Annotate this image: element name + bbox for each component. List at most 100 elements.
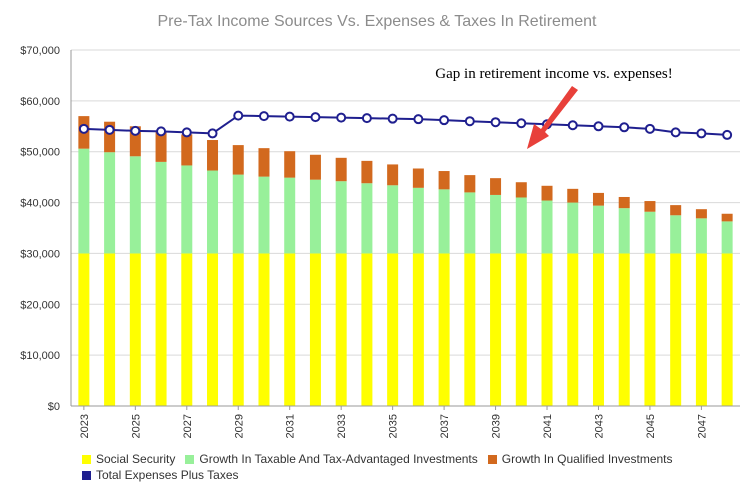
bar-social-security (387, 253, 399, 406)
legend-item-qualified-growth[interactable]: Growth In Qualified Investments (487, 452, 673, 466)
expense-point (104, 124, 115, 135)
expense-point (258, 111, 269, 122)
expense-point (78, 123, 89, 134)
legend-item-social-security[interactable]: Social Security (82, 452, 175, 466)
bar-social-security (490, 253, 502, 406)
y-tick-label: $10,000 (20, 350, 60, 362)
bar-qualified-growth (181, 134, 193, 166)
x-tick-label: 2047 (696, 414, 708, 438)
expense-point (464, 116, 475, 127)
legend-label: Growth In Qualified Investments (501, 452, 673, 466)
bar-qualified-growth (721, 213, 733, 222)
y-tick-label: $30,000 (20, 248, 60, 260)
x-tick-label: 2043 (593, 414, 605, 438)
annotation: Gap in retirement income vs. expenses! (435, 66, 673, 149)
legend-item-taxable-growth[interactable]: Growth In Taxable And Tax-Advantaged Inv… (185, 452, 478, 466)
bar-social-security (104, 253, 116, 406)
expense-point (284, 111, 295, 122)
expense-point (593, 121, 604, 132)
y-tick-label: $70,000 (20, 45, 60, 57)
x-tick-label: 2033 (336, 414, 348, 438)
legend: Social Security Growth In Taxable And Ta… (70, 451, 740, 483)
bar-taxable-growth (644, 211, 656, 254)
bar-taxable-growth (670, 215, 682, 254)
bar-taxable-growth (258, 176, 270, 254)
bar-qualified-growth (335, 157, 347, 182)
bar-social-security (232, 253, 244, 406)
bar-social-security (515, 253, 527, 406)
x-tick-label: 2025 (130, 414, 142, 438)
bar-social-security (361, 253, 373, 406)
bar-qualified-growth (309, 154, 321, 180)
bar-taxable-growth (592, 205, 604, 254)
bar-qualified-growth (490, 178, 502, 195)
bar-social-security (207, 253, 219, 406)
chart-title: Pre-Tax Income Sources Vs. Expenses & Ta… (157, 13, 597, 30)
y-tick-label: $60,000 (20, 96, 60, 108)
bar-qualified-growth (695, 209, 707, 219)
bar-qualified-growth (592, 192, 604, 206)
bar-taxable-growth (695, 218, 707, 254)
bar-taxable-growth (232, 174, 244, 254)
bar-taxable-growth (78, 148, 90, 254)
expense-point (644, 123, 655, 134)
bar-taxable-growth (618, 208, 630, 254)
bar-social-security (721, 253, 733, 406)
bar-taxable-growth (438, 189, 450, 254)
x-tick-label: 2041 (542, 414, 554, 438)
bar-qualified-growth (232, 145, 244, 175)
bar-taxable-growth (181, 165, 193, 254)
legend-label: Total Expenses Plus Taxes (96, 468, 239, 482)
annotation-text: Gap in retirement income vs. expenses! (435, 66, 672, 82)
bar-social-security (541, 253, 553, 406)
bar-qualified-growth (567, 188, 579, 203)
y-tick-label: $0 (48, 401, 60, 413)
bar-taxable-growth (104, 152, 116, 254)
x-tick-label: 2029 (233, 414, 245, 438)
bar-social-security (412, 253, 424, 406)
expense-point (233, 110, 244, 121)
expense-point (207, 128, 218, 139)
bar-taxable-growth (464, 192, 476, 254)
expense-point (619, 122, 630, 133)
legend-item-total-expenses[interactable]: Total Expenses Plus Taxes (82, 468, 239, 482)
bar-qualified-growth (644, 201, 656, 212)
bar-social-security (670, 253, 682, 406)
expense-point (310, 112, 321, 123)
expense-point (722, 129, 733, 140)
bar-qualified-growth (541, 185, 553, 201)
bar-social-security (592, 253, 604, 406)
expense-point (181, 127, 192, 138)
legend-swatch (487, 454, 497, 464)
legend-label: Social Security (96, 452, 176, 466)
bar-social-security (258, 253, 270, 406)
bar-social-security (181, 253, 193, 406)
legend-swatch (185, 454, 195, 464)
bar-qualified-growth (361, 160, 373, 184)
bar-social-security (129, 253, 141, 406)
expense-point (361, 113, 372, 124)
legend-swatch (82, 454, 91, 464)
bar-social-security (695, 253, 707, 406)
bar-taxable-growth (129, 156, 141, 254)
bar-social-security (464, 253, 476, 406)
expense-point (670, 127, 681, 138)
bar-qualified-growth (258, 148, 270, 177)
y-tick-label: $40,000 (20, 198, 60, 210)
bar-taxable-growth (567, 202, 579, 254)
x-tick-label: 2023 (79, 414, 91, 438)
bar-qualified-growth (207, 140, 219, 171)
axes: $0 $10,000 $20,000 $30,000 $40,000 $50,000 $60… (20, 45, 740, 438)
bar-qualified-growth (129, 126, 141, 157)
bar-social-security (644, 253, 656, 406)
x-tick-label: 2045 (645, 414, 657, 438)
expense-point (387, 113, 398, 124)
bar-taxable-growth (541, 200, 553, 254)
legend-swatch (82, 470, 91, 480)
bar-qualified-growth (670, 205, 682, 216)
bar-taxable-growth (155, 161, 167, 254)
expense-point (490, 117, 501, 128)
expense-point (130, 125, 141, 136)
x-tick-label: 2031 (285, 414, 297, 438)
